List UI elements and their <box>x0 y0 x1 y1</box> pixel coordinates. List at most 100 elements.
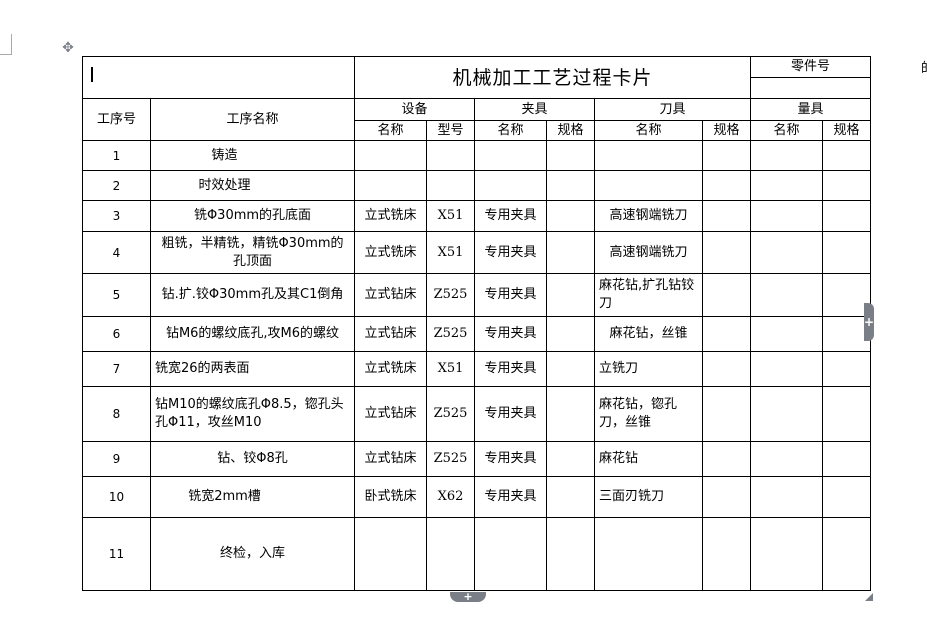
add-row-plus-icon[interactable]: + <box>450 591 486 602</box>
fixture-spec-cell[interactable] <box>546 316 595 352</box>
process-name-cell[interactable]: 铸造 <box>150 140 355 171</box>
tool-spec-cell[interactable] <box>702 231 751 274</box>
fixture-name-cell[interactable]: 专用夹具 <box>474 386 547 442</box>
equipment-model-cell[interactable] <box>426 140 475 171</box>
equipment-model-cell[interactable]: X62 <box>426 476 475 518</box>
equipment-model-cell[interactable]: X51 <box>426 351 475 387</box>
process-name-cell[interactable]: 时效处理 <box>150 170 355 201</box>
fixture-name-cell[interactable]: 专用夹具 <box>474 351 547 387</box>
process-name-cell[interactable]: 钻M6的螺纹底孔,攻M6的螺纹 <box>150 316 355 352</box>
tool-name-cell[interactable]: 三面刃铣刀 <box>594 476 703 518</box>
equipment-name-cell[interactable]: 立式钻床 <box>354 273 427 317</box>
fixture-spec-cell[interactable] <box>546 231 595 274</box>
equipment-name-cell[interactable]: 立式铣床 <box>354 231 427 274</box>
table-move-handle-icon[interactable]: ✥ <box>62 40 74 56</box>
gauge-spec-cell[interactable] <box>822 386 871 442</box>
seq-cell[interactable]: 6 <box>82 316 151 352</box>
tool-spec-cell[interactable] <box>702 273 751 317</box>
part-no-value[interactable] <box>750 77 871 99</box>
equipment-name-cell[interactable]: 立式铣床 <box>354 200 427 232</box>
gauge-name-cell[interactable] <box>750 273 823 317</box>
seq-cell[interactable]: 11 <box>82 517 151 591</box>
tool-name-cell[interactable] <box>594 140 703 171</box>
gauge-spec-cell[interactable] <box>822 170 871 201</box>
gauge-name-cell[interactable] <box>750 441 823 477</box>
fixture-spec-cell[interactable] <box>546 351 595 387</box>
gauge-spec-cell[interactable] <box>822 517 871 591</box>
tool-spec-cell[interactable] <box>702 140 751 171</box>
fixture-spec-cell[interactable] <box>546 476 595 518</box>
fixture-spec-cell[interactable] <box>546 441 595 477</box>
tool-spec-cell[interactable] <box>702 517 751 591</box>
gauge-name-cell[interactable] <box>750 517 823 591</box>
seq-cell[interactable]: 1 <box>82 140 151 171</box>
seq-cell[interactable]: 7 <box>82 351 151 387</box>
seq-cell[interactable]: 5 <box>82 273 151 317</box>
gauge-name-cell[interactable] <box>750 140 823 171</box>
tool-name-cell[interactable] <box>594 170 703 201</box>
process-name-cell[interactable]: 铣宽26的两表面 <box>150 351 355 387</box>
fixture-name-cell[interactable] <box>474 170 547 201</box>
fixture-name-cell[interactable]: 专用夹具 <box>474 441 547 477</box>
seq-cell[interactable]: 9 <box>82 441 151 477</box>
process-name-cell[interactable]: 铣宽2mm槽 <box>150 476 355 518</box>
gauge-name-cell[interactable] <box>750 476 823 518</box>
seq-cell[interactable]: 4 <box>82 231 151 274</box>
tool-spec-cell[interactable] <box>702 476 751 518</box>
process-name-cell[interactable]: 粗铣，半精铣，精铣Φ30mm的孔顶面 <box>150 231 355 274</box>
equipment-name-cell[interactable] <box>354 140 427 171</box>
gauge-name-cell[interactable] <box>750 351 823 387</box>
tool-name-cell[interactable]: 麻花钻 <box>594 441 703 477</box>
fixture-name-cell[interactable]: 专用夹具 <box>474 200 547 232</box>
blank-cell-with-cursor[interactable] <box>82 56 355 99</box>
tool-spec-cell[interactable] <box>702 386 751 442</box>
tool-name-cell[interactable]: 麻花钻，丝锥 <box>594 316 703 352</box>
process-name-cell[interactable]: 钻.扩.铰Φ30mm孔及其C1倒角 <box>150 273 355 317</box>
equipment-model-cell[interactable]: Z525 <box>426 273 475 317</box>
equipment-name-cell[interactable]: 立式钻床 <box>354 316 427 352</box>
equipment-model-cell[interactable]: Z525 <box>426 386 475 442</box>
fixture-name-cell[interactable]: 专用夹具 <box>474 273 547 317</box>
gauge-spec-cell[interactable] <box>822 476 871 518</box>
fixture-name-cell[interactable] <box>474 140 547 171</box>
tool-spec-cell[interactable] <box>702 200 751 232</box>
add-column-plus-icon[interactable]: + <box>864 303 874 341</box>
gauge-name-cell[interactable] <box>750 231 823 274</box>
tool-name-cell[interactable]: 高速钢端铣刀 <box>594 200 703 232</box>
gauge-name-cell[interactable] <box>750 386 823 442</box>
gauge-spec-cell[interactable] <box>822 140 871 171</box>
tool-name-cell[interactable]: 高速钢端铣刀 <box>594 231 703 274</box>
equipment-name-cell[interactable] <box>354 170 427 201</box>
seq-cell[interactable]: 2 <box>82 170 151 201</box>
equipment-model-cell[interactable]: X51 <box>426 231 475 274</box>
gauge-name-cell[interactable] <box>750 170 823 201</box>
process-name-cell[interactable]: 终检，入库 <box>150 517 355 591</box>
fixture-name-cell[interactable] <box>474 517 547 591</box>
equipment-name-cell[interactable]: 立式钻床 <box>354 441 427 477</box>
seq-cell[interactable]: 8 <box>82 386 151 442</box>
tool-spec-cell[interactable] <box>702 316 751 352</box>
tool-spec-cell[interactable] <box>702 351 751 387</box>
fixture-name-cell[interactable]: 专用夹具 <box>474 476 547 518</box>
equipment-model-cell[interactable]: X51 <box>426 200 475 232</box>
gauge-spec-cell[interactable] <box>822 231 871 274</box>
equipment-model-cell[interactable] <box>426 170 475 201</box>
gauge-spec-cell[interactable] <box>822 200 871 232</box>
process-name-cell[interactable]: 铣Φ30mm的孔底面 <box>150 200 355 232</box>
fixture-spec-cell[interactable] <box>546 170 595 201</box>
gauge-name-cell[interactable] <box>750 200 823 232</box>
process-name-cell[interactable]: 钻、铰Φ8孔 <box>150 441 355 477</box>
seq-cell[interactable]: 10 <box>82 476 151 518</box>
equipment-name-cell[interactable]: 卧式铣床 <box>354 476 427 518</box>
equipment-model-cell[interactable]: Z525 <box>426 316 475 352</box>
tool-spec-cell[interactable] <box>702 170 751 201</box>
tool-name-cell[interactable]: 立铣刀 <box>594 351 703 387</box>
fixture-spec-cell[interactable] <box>546 200 595 232</box>
tool-name-cell[interactable]: 麻花钻,扩孔钻铰刀 <box>594 273 703 317</box>
gauge-spec-cell[interactable] <box>822 441 871 477</box>
seq-cell[interactable]: 3 <box>82 200 151 232</box>
tool-name-cell[interactable] <box>594 517 703 591</box>
equipment-model-cell[interactable]: Z525 <box>426 441 475 477</box>
table-resize-handle-icon[interactable] <box>865 593 873 601</box>
fixture-name-cell[interactable]: 专用夹具 <box>474 231 547 274</box>
